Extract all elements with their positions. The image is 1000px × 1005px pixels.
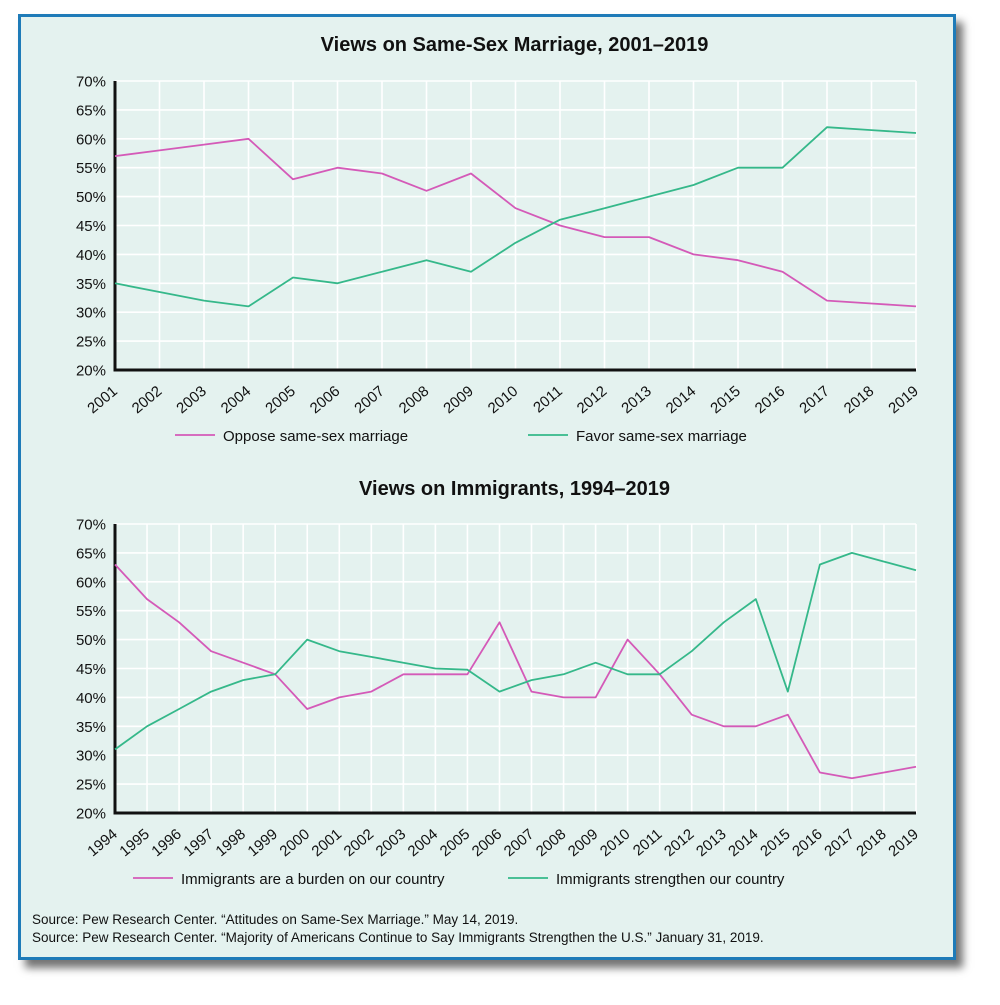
x-tick-label: 2014 — [663, 383, 699, 417]
legend-label: Immigrants are a burden on our country — [181, 871, 445, 888]
x-tick-label: 2018 — [841, 383, 877, 417]
x-tick-label: 2016 — [752, 383, 788, 417]
y-tick-label: 20% — [76, 363, 106, 380]
y-tick-label: 25% — [76, 334, 106, 351]
x-tick-label: 2005 — [262, 383, 298, 417]
y-tick-label: 40% — [76, 690, 106, 707]
x-tick-label: 2017 — [796, 383, 832, 417]
series-line-b — [114, 552, 917, 751]
y-tick-label: 60% — [76, 574, 106, 591]
x-tick-label: 2019 — [885, 383, 921, 417]
chart-frame — [18, 14, 956, 960]
y-tick-label: 70% — [76, 74, 106, 91]
y-tick-label: 40% — [76, 247, 106, 264]
x-tick-label: 2012 — [574, 383, 610, 417]
x-tick-label: 1995 — [116, 826, 152, 860]
y-tick-label: 25% — [76, 777, 106, 794]
x-tick-label: 2007 — [351, 383, 387, 417]
series-line-a — [114, 137, 917, 308]
y-tick-label: 30% — [76, 305, 106, 322]
y-tick-label: 65% — [76, 545, 106, 562]
x-tick-label: 1997 — [180, 826, 216, 860]
y-tick-label: 55% — [76, 160, 106, 177]
x-tick-label: 2017 — [821, 826, 857, 860]
x-tick-label: 2008 — [396, 383, 432, 417]
source-note-1: Source: Pew Research Center. “Attitudes … — [32, 912, 519, 927]
x-tick-label: 2011 — [630, 826, 666, 860]
chart-1: Views on Same-Sex Marriage, 2001–2019 20%… — [76, 34, 922, 445]
x-tick-label: 2007 — [501, 826, 537, 860]
x-tick-label: 2003 — [373, 826, 409, 860]
x-tick-label: 2002 — [129, 383, 165, 417]
legend-label: Favor same-sex marriage — [576, 428, 747, 445]
x-tick-label: 2008 — [533, 826, 569, 860]
x-tick-label: 2002 — [341, 826, 377, 860]
x-tick-label: 2006 — [469, 826, 505, 860]
x-tick-label: 2015 — [757, 826, 793, 860]
x-tick-label: 1994 — [84, 826, 120, 860]
x-tick-label: 2000 — [277, 826, 313, 860]
x-tick-label: 2004 — [405, 826, 441, 860]
series-line-a — [114, 563, 917, 780]
y-tick-label: 60% — [76, 131, 106, 148]
y-tick-label: 65% — [76, 102, 106, 119]
y-tick-label: 35% — [76, 719, 106, 736]
y-tick-label: 35% — [76, 276, 106, 293]
x-tick-label: 2009 — [565, 826, 601, 860]
x-tick-label: 2005 — [437, 826, 473, 860]
x-tick-label: 2004 — [218, 383, 254, 417]
x-tick-label: 2014 — [725, 826, 761, 860]
x-tick-label: 2016 — [789, 826, 825, 860]
x-tick-label: 2013 — [618, 383, 654, 417]
x-tick-label: 2013 — [693, 826, 729, 860]
x-tick-label: 2015 — [707, 383, 743, 417]
x-tick-label: 1999 — [245, 826, 281, 860]
y-tick-label: 30% — [76, 748, 106, 765]
x-tick-label: 2003 — [173, 383, 209, 417]
legend-label: Immigrants strengthen our country — [556, 871, 785, 888]
chart-title: Views on Immigrants, 1994–2019 — [359, 478, 670, 500]
x-tick-label: 2012 — [661, 826, 697, 860]
y-tick-label: 20% — [76, 806, 106, 823]
y-tick-label: 55% — [76, 603, 106, 620]
source-note-2: Source: Pew Research Center. “Majority o… — [32, 930, 764, 945]
series-line-b — [114, 126, 917, 308]
y-tick-label: 45% — [76, 218, 106, 235]
x-tick-label: 1996 — [148, 826, 184, 860]
x-tick-label: 2009 — [440, 383, 476, 417]
x-tick-label: 2019 — [885, 826, 921, 860]
y-tick-label: 45% — [76, 661, 106, 678]
x-tick-label: 2018 — [853, 826, 889, 860]
x-tick-label: 2001 — [84, 383, 120, 417]
x-tick-label: 2001 — [309, 826, 345, 860]
legend-label: Oppose same-sex marriage — [223, 428, 408, 445]
x-tick-label: 2010 — [485, 383, 521, 417]
x-tick-label: 2010 — [597, 826, 633, 860]
x-tick-label: 2011 — [530, 383, 566, 417]
y-tick-label: 50% — [76, 189, 106, 206]
y-tick-label: 70% — [76, 517, 106, 534]
x-tick-label: 2006 — [307, 383, 343, 417]
chart-2: Views on Immigrants, 1994–2019 20% 25% 30% 3… — [76, 478, 922, 888]
y-tick-label: 50% — [76, 632, 106, 649]
x-tick-label: 1998 — [212, 826, 248, 860]
chart-title: Views on Same-Sex Marriage, 2001–2019 — [321, 34, 709, 56]
